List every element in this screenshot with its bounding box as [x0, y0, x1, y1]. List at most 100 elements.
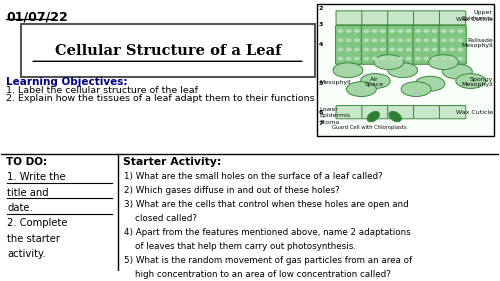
Circle shape: [442, 30, 446, 32]
Circle shape: [416, 57, 420, 60]
Text: 4) Apart from the features mentioned above, name 2 adaptations: 4) Apart from the features mentioned abo…: [124, 228, 411, 237]
Ellipse shape: [456, 74, 486, 89]
FancyBboxPatch shape: [336, 11, 362, 25]
Circle shape: [364, 39, 368, 42]
FancyBboxPatch shape: [317, 4, 494, 136]
FancyBboxPatch shape: [362, 106, 388, 119]
Text: 3: 3: [318, 22, 323, 27]
Text: Spongy
Mesophyll: Spongy Mesophyll: [461, 77, 492, 87]
Circle shape: [338, 48, 342, 51]
Circle shape: [442, 39, 446, 42]
Circle shape: [432, 30, 436, 32]
Circle shape: [416, 48, 420, 51]
Text: activity.: activity.: [8, 249, 46, 259]
Circle shape: [424, 30, 428, 32]
Circle shape: [450, 48, 454, 51]
Circle shape: [398, 48, 402, 51]
Circle shape: [458, 30, 462, 32]
Circle shape: [380, 30, 385, 32]
Text: 2: 2: [318, 6, 323, 11]
Circle shape: [346, 48, 351, 51]
Text: 2. Explain how the tissues of a leaf adapt them to their functions: 2. Explain how the tissues of a leaf ada…: [6, 94, 315, 103]
Circle shape: [424, 39, 428, 42]
Circle shape: [338, 30, 342, 32]
Circle shape: [346, 30, 351, 32]
Circle shape: [372, 30, 377, 32]
Circle shape: [450, 39, 454, 42]
Text: Learning Objectives:: Learning Objectives:: [6, 78, 128, 87]
Text: of leaves that help them carry out photosynthesis.: of leaves that help them carry out photo…: [124, 243, 356, 251]
FancyBboxPatch shape: [414, 11, 440, 25]
Ellipse shape: [442, 64, 472, 79]
FancyBboxPatch shape: [362, 25, 388, 64]
Circle shape: [398, 57, 402, 60]
Circle shape: [432, 39, 436, 42]
Circle shape: [442, 57, 446, 60]
Circle shape: [380, 48, 385, 51]
Ellipse shape: [360, 74, 390, 89]
Text: Guard Cell with Chloroplasts: Guard Cell with Chloroplasts: [332, 125, 406, 130]
Circle shape: [380, 57, 385, 60]
FancyBboxPatch shape: [336, 106, 362, 119]
Text: 1. Label the cellular structure of the leaf: 1. Label the cellular structure of the l…: [6, 86, 198, 95]
Circle shape: [416, 39, 420, 42]
Circle shape: [338, 39, 342, 42]
Circle shape: [424, 48, 428, 51]
Circle shape: [406, 30, 411, 32]
Text: title and: title and: [8, 188, 49, 198]
Ellipse shape: [346, 82, 376, 96]
Text: Wax Cuticle: Wax Cuticle: [456, 110, 492, 115]
Text: Palisade
Mesophyll: Palisade Mesophyll: [461, 38, 492, 48]
Ellipse shape: [333, 63, 363, 78]
Text: 3) What are the cells that control when these holes are open and: 3) What are the cells that control when …: [124, 200, 409, 209]
Circle shape: [364, 30, 368, 32]
Circle shape: [372, 39, 377, 42]
FancyBboxPatch shape: [387, 25, 414, 64]
Text: Lower
Epidermis: Lower Epidermis: [320, 107, 350, 117]
Text: TO DO:: TO DO:: [6, 157, 48, 167]
Circle shape: [390, 39, 394, 42]
Text: Starter Activity:: Starter Activity:: [123, 157, 222, 167]
Text: Wax Cuticle: Wax Cuticle: [456, 17, 492, 22]
Text: 5: 5: [318, 81, 323, 86]
Circle shape: [406, 39, 411, 42]
Circle shape: [424, 57, 428, 60]
Text: the starter: the starter: [8, 234, 60, 244]
Text: Cellular Structure of a Leaf: Cellular Structure of a Leaf: [54, 44, 281, 58]
FancyBboxPatch shape: [440, 11, 466, 25]
Text: 6: 6: [318, 110, 323, 115]
Text: Stoma: Stoma: [320, 120, 340, 124]
Ellipse shape: [389, 112, 402, 122]
Text: 7: 7: [318, 121, 323, 126]
FancyBboxPatch shape: [362, 11, 388, 25]
Circle shape: [432, 57, 436, 60]
Circle shape: [432, 48, 436, 51]
Circle shape: [354, 48, 359, 51]
Ellipse shape: [401, 82, 431, 96]
Circle shape: [406, 48, 411, 51]
FancyBboxPatch shape: [22, 24, 314, 77]
Text: 1. Write the: 1. Write the: [8, 172, 66, 182]
Circle shape: [364, 48, 368, 51]
Circle shape: [458, 48, 462, 51]
Circle shape: [372, 48, 377, 51]
FancyBboxPatch shape: [336, 25, 363, 64]
Circle shape: [346, 57, 351, 60]
Ellipse shape: [388, 63, 418, 78]
Circle shape: [380, 39, 385, 42]
Text: 2) Which gases diffuse in and out of these holes?: 2) Which gases diffuse in and out of the…: [124, 186, 340, 195]
Circle shape: [458, 57, 462, 60]
Circle shape: [390, 48, 394, 51]
Text: high concentration to an area of low concentration called?: high concentration to an area of low con…: [124, 270, 391, 279]
Circle shape: [354, 39, 359, 42]
Circle shape: [450, 30, 454, 32]
Text: date.: date.: [8, 203, 33, 213]
Text: Air
Space: Air Space: [364, 77, 384, 87]
Text: Upper
Epidermis: Upper Epidermis: [462, 10, 492, 21]
Circle shape: [398, 30, 402, 32]
Circle shape: [442, 48, 446, 51]
Circle shape: [458, 39, 462, 42]
Circle shape: [450, 57, 454, 60]
Circle shape: [372, 57, 377, 60]
Text: closed called?: closed called?: [124, 214, 197, 223]
